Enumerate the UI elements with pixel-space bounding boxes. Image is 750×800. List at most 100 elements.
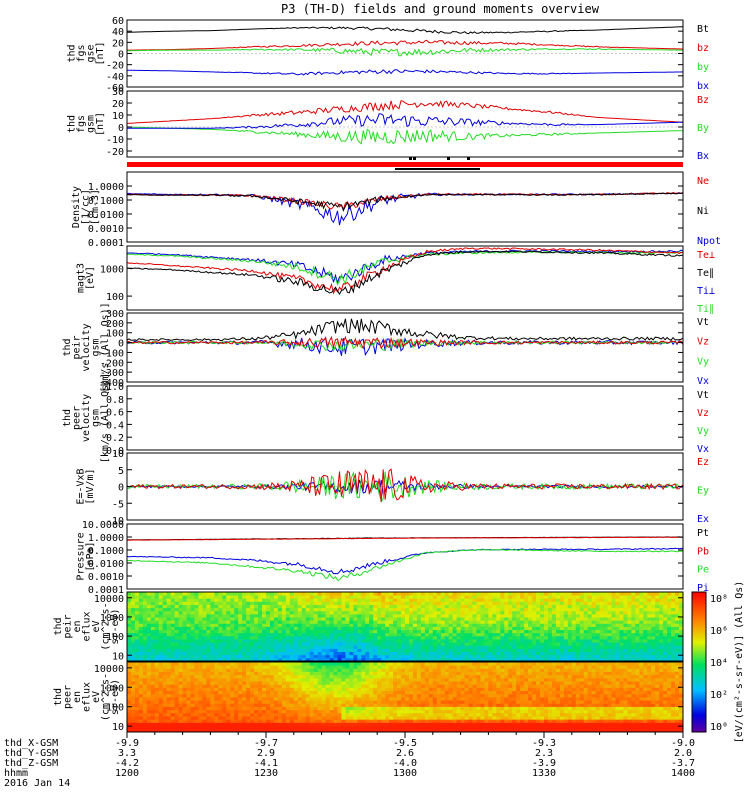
spectrogram-cell — [127, 595, 132, 599]
spectrogram-cell — [532, 654, 537, 659]
spectrogram-cell — [385, 706, 390, 711]
spectrogram-cell — [138, 712, 144, 717]
spectrogram-cell — [456, 623, 461, 627]
spectrogram-cell — [369, 607, 374, 612]
spectrogram-cell — [146, 626, 152, 631]
spectrogram-cell — [262, 674, 267, 679]
y-tick-label: 0 — [118, 50, 124, 61]
spectrogram-cell — [190, 662, 195, 666]
spectrogram-cell — [349, 626, 354, 631]
spectrogram-cell — [178, 642, 183, 646]
spectrogram-cell — [230, 725, 235, 730]
spectrogram-cell — [214, 601, 219, 605]
spectrogram-cell — [166, 595, 172, 599]
spectrogram-cell — [285, 623, 291, 627]
spectrogram-cell — [321, 697, 326, 701]
spectrogram-cell — [579, 610, 585, 615]
spectrogram-cell — [262, 662, 267, 666]
spectrogram-cell — [361, 626, 366, 631]
spectrogram-cell — [273, 610, 279, 615]
spectrogram-cell — [289, 665, 295, 669]
spectrogram-cell — [643, 629, 648, 634]
spectrogram-cell — [639, 648, 644, 652]
spectrogram-cell — [341, 601, 346, 605]
spectrogram-cell — [349, 623, 354, 627]
spectrogram-cell — [127, 654, 132, 659]
spectrogram-cell — [313, 728, 319, 733]
spectrogram-cell — [516, 607, 521, 612]
spectrogram-cell — [385, 601, 390, 605]
spectrogram-cell — [313, 709, 319, 714]
spectrogram-cell — [369, 629, 374, 634]
spectrogram-cell — [333, 703, 338, 707]
spectrogram-cell — [353, 623, 358, 627]
spectrogram-cell — [337, 662, 342, 666]
spectrogram-cell — [516, 651, 521, 656]
spectrogram-cell — [341, 725, 346, 730]
spectrogram-cell — [357, 728, 362, 733]
spectrogram-cell — [571, 613, 577, 618]
series-Pi — [126, 547, 683, 575]
spectrogram-cell — [377, 626, 382, 631]
spectrogram-cell — [508, 645, 513, 649]
spectrogram-cell — [675, 654, 680, 659]
spectrogram-cell — [321, 620, 326, 624]
spectrogram-cell — [222, 693, 227, 698]
spectrogram-cell — [150, 687, 156, 692]
spectrogram-cell — [170, 662, 176, 666]
spectrogram-cell — [389, 604, 394, 609]
spectrogram-cell — [520, 617, 525, 621]
spectrogram-cell — [389, 709, 394, 714]
spectrogram-cell — [555, 635, 561, 640]
spectrogram-cell — [130, 645, 136, 649]
spectrogram-cell — [162, 687, 168, 692]
spectrogram-cell — [281, 629, 287, 634]
spectrogram-cell — [377, 690, 382, 695]
spectrogram-cell — [476, 617, 481, 621]
spectrogram-cell — [369, 677, 374, 682]
spectrogram-cell — [468, 657, 473, 662]
spectrogram-cell — [262, 728, 267, 733]
spectrogram-cell — [277, 635, 283, 640]
spectrogram-cell — [619, 601, 624, 605]
spectrogram-cell — [341, 671, 346, 676]
spectrogram-cell — [397, 648, 402, 652]
spectrogram-cell — [547, 642, 553, 646]
spectrogram-cell — [186, 654, 191, 659]
spectrogram-cell — [385, 725, 390, 730]
spectrogram-cell — [273, 716, 279, 720]
spectrogram-cell — [214, 610, 219, 615]
spectrogram-cell — [337, 595, 342, 599]
spectrogram-cell — [615, 623, 620, 627]
spectrogram-cell — [178, 728, 183, 733]
spectrogram-cell — [635, 645, 640, 649]
spectrogram-cell — [166, 645, 172, 649]
spectrogram-cell — [166, 662, 172, 666]
spectrogram-cell — [416, 626, 422, 631]
spectrogram-cell — [416, 722, 422, 727]
spectrogram-cell — [639, 626, 644, 631]
spectrogram-cell — [309, 722, 315, 727]
spectrogram-cell — [222, 684, 227, 688]
spectrogram-cell — [468, 626, 473, 631]
spectrogram-cell — [377, 681, 382, 685]
spectrogram-cell — [540, 592, 545, 596]
spectrogram-cell — [639, 645, 644, 649]
spectrogram-cell — [266, 623, 271, 627]
spectrogram-cell — [289, 595, 295, 599]
spectrogram-cell — [222, 668, 227, 672]
spectrogram-cell — [480, 617, 485, 621]
spectrogram-cell — [162, 703, 168, 707]
spectrogram-cell — [186, 697, 191, 701]
spectrogram-cell — [464, 648, 469, 652]
spectrogram-cell — [492, 620, 497, 624]
spectrogram-cell — [452, 639, 458, 643]
spectrogram-cell — [456, 648, 461, 652]
spectrogram-cell — [428, 610, 434, 615]
spectrogram-cell — [210, 610, 215, 615]
spectrogram-cell — [408, 613, 414, 618]
spectrogram-cell — [313, 592, 319, 596]
spectrogram-cell — [504, 620, 509, 624]
spectrogram-cell — [154, 623, 160, 627]
spectrogram-cell — [365, 632, 370, 637]
